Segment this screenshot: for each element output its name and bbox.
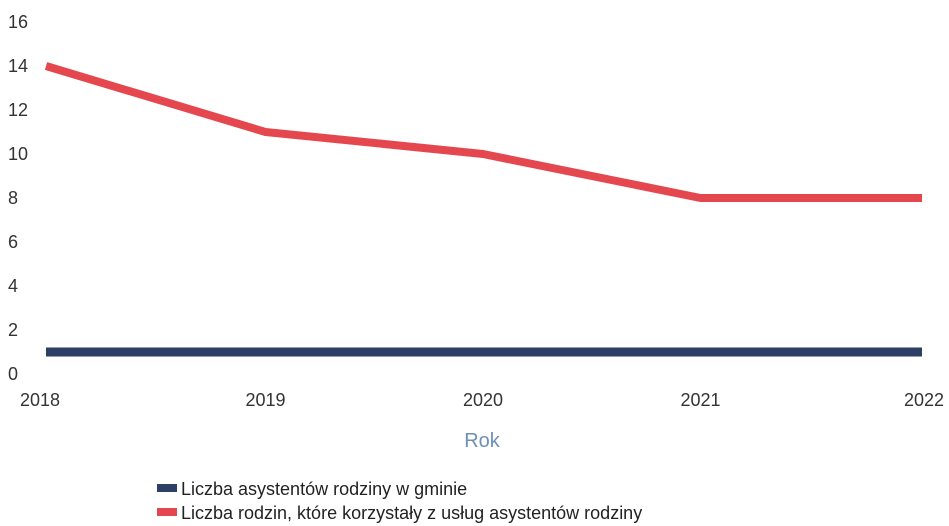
x-tick-label: 2018 <box>20 390 60 410</box>
y-tick-label: 8 <box>8 188 18 208</box>
y-tick-label: 4 <box>8 276 18 296</box>
y-axis-ticks: 0 2 4 6 8 10 12 14 16 <box>8 12 28 384</box>
legend-swatch <box>157 484 177 492</box>
legend-label: Liczba asystentów rodziny w gminie <box>181 479 467 499</box>
x-tick-label: 2022 <box>904 390 944 410</box>
y-tick-label: 10 <box>8 144 28 164</box>
series-line-2 <box>44 62 922 202</box>
series-lines <box>44 62 922 357</box>
x-tick-label: 2021 <box>680 390 720 410</box>
y-tick-label: 16 <box>8 12 28 32</box>
y-tick-label: 6 <box>8 232 18 252</box>
x-axis-title: Rok <box>464 430 501 452</box>
legend-label: Liczba rodzin, które korzystały z usług … <box>181 503 642 523</box>
x-axis-ticks: 2018 2019 2020 2021 2022 <box>20 390 944 410</box>
y-tick-label: 14 <box>8 56 28 76</box>
y-tick-label: 12 <box>8 100 28 120</box>
legend-swatch <box>157 508 177 516</box>
x-tick-label: 2019 <box>245 390 285 410</box>
x-tick-label: 2020 <box>463 390 503 410</box>
y-tick-label: 2 <box>8 320 18 340</box>
y-tick-label: 0 <box>8 364 18 384</box>
legend: Liczba asystentów rodziny w gminie Liczba… <box>157 479 642 523</box>
